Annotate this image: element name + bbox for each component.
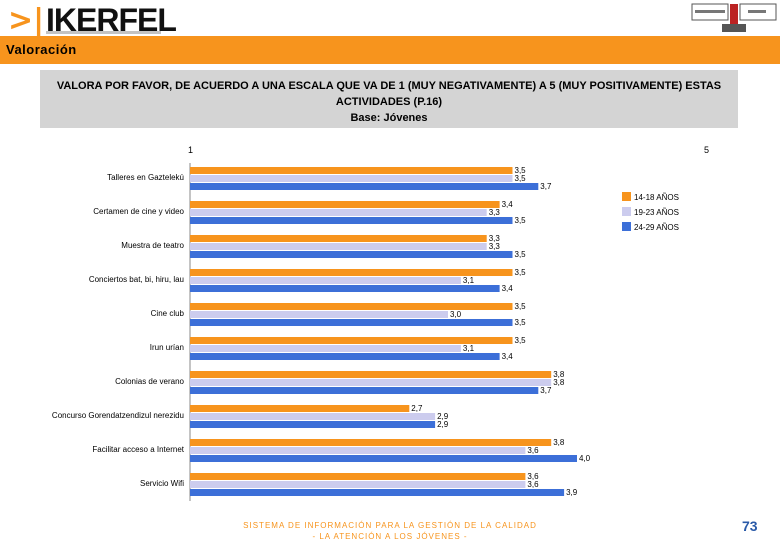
data-label: 3,4 <box>502 200 514 209</box>
data-label: 4,0 <box>579 454 591 463</box>
question-line-1: VALORA POR FAVOR, DE ACUERDO A UNA ESCAL… <box>56 80 722 92</box>
bar <box>190 379 552 386</box>
category-label: Concurso Gorendatzendizul nerezidu <box>52 411 184 420</box>
data-label: 3,6 <box>527 480 539 489</box>
bar <box>190 481 526 488</box>
bar <box>190 209 487 216</box>
bar <box>190 251 513 258</box>
page-number: 73 <box>742 518 758 534</box>
institution-logo-icon <box>691 3 777 32</box>
bar <box>190 175 513 182</box>
bar <box>190 473 526 480</box>
data-label: 3,4 <box>502 352 514 361</box>
bar <box>190 439 552 446</box>
bar <box>190 371 552 378</box>
bar <box>190 311 448 318</box>
footer-line-2: - LA ATENCIÓN A LOS JÓVENES - <box>312 532 468 541</box>
data-label: 3,5 <box>515 336 527 345</box>
data-label: 2,9 <box>437 420 449 429</box>
category-label: Irun urían <box>150 343 184 352</box>
data-label: 3,5 <box>515 216 527 225</box>
data-label: 3,5 <box>515 318 527 327</box>
data-label: 3,6 <box>527 446 539 455</box>
axis-max-label: 5 <box>704 145 709 155</box>
data-label: 3,8 <box>553 438 565 447</box>
category-label: Cine club <box>151 309 185 318</box>
data-label: 3,8 <box>553 370 565 379</box>
bar <box>190 421 436 428</box>
legend-swatch <box>622 192 631 201</box>
bar <box>190 455 577 462</box>
data-label: 3,4 <box>502 284 514 293</box>
data-label: 2,7 <box>411 404 423 413</box>
data-label: 3,3 <box>489 208 501 217</box>
category-label: Facilitar acceso a Internet <box>92 445 184 454</box>
bar <box>190 353 500 360</box>
data-label: 3,5 <box>515 250 527 259</box>
footer: SISTEMA DE INFORMACIÓN PARA LA GESTIÓN D… <box>240 520 540 542</box>
legend-label: 24-29 AÑOS <box>634 223 679 232</box>
logo: IKERFEL <box>46 2 177 38</box>
bar <box>190 167 513 174</box>
bar <box>190 345 461 352</box>
category-label: Talleres en Gaztelekú <box>107 173 184 182</box>
footer-line-1: SISTEMA DE INFORMACIÓN PARA LA GESTIÓN D… <box>243 521 537 530</box>
logo-chevron-icon: >| <box>8 3 45 38</box>
data-label: 3,3 <box>489 234 501 243</box>
section-band <box>0 36 780 64</box>
data-label: 3,5 <box>515 166 527 175</box>
question-line-2: ACTIVIDADES (P.16) <box>335 96 443 108</box>
logo-tagline <box>46 31 161 34</box>
data-label: 3,5 <box>515 174 527 183</box>
data-label: 3,5 <box>515 268 527 277</box>
data-label: 3,8 <box>553 378 565 387</box>
data-label: 3,3 <box>489 242 501 251</box>
bar <box>190 243 487 250</box>
category-label: Muestra de teatro <box>121 241 184 250</box>
bar <box>190 413 436 420</box>
bar <box>190 201 500 208</box>
data-label: 3,0 <box>450 310 462 319</box>
bar <box>190 277 461 284</box>
bar <box>190 319 513 326</box>
section-title: Valoración <box>6 42 77 57</box>
question-box: VALORA POR FAVOR, DE ACUERDO A UNA ESCAL… <box>40 70 738 128</box>
data-label: 3,7 <box>540 386 552 395</box>
data-label: 2,9 <box>437 412 449 421</box>
category-label: Colonias de verano <box>115 377 184 386</box>
data-label: 3,6 <box>527 472 539 481</box>
legend-swatch <box>622 222 631 231</box>
category-label: Conciertos bat, bi, hiru, lau <box>89 275 184 284</box>
category-label: Servicio Wifi <box>140 479 184 488</box>
bar <box>190 217 513 224</box>
bar <box>190 285 500 292</box>
bar <box>190 447 526 454</box>
bar <box>190 235 487 242</box>
header: >| IKERFEL <box>0 0 780 36</box>
bar <box>190 387 539 394</box>
data-label: 3,7 <box>540 182 552 191</box>
bar <box>190 405 410 412</box>
legend-label: 19-23 AÑOS <box>634 208 679 217</box>
data-label: 3,1 <box>463 344 475 353</box>
bar <box>190 489 565 496</box>
bar <box>190 337 513 344</box>
legend-label: 14-18 AÑOS <box>634 193 679 202</box>
question-base: Base: Jóvenes <box>350 112 428 124</box>
bar <box>190 269 513 276</box>
data-label: 3,5 <box>515 302 527 311</box>
axis-min-label: 1 <box>188 145 193 155</box>
data-label: 3,1 <box>463 276 475 285</box>
bar <box>190 183 539 190</box>
category-label: Certamen de cine y video <box>93 207 184 216</box>
bar <box>190 303 513 310</box>
legend-swatch <box>622 207 631 216</box>
data-label: 3,9 <box>566 488 578 497</box>
